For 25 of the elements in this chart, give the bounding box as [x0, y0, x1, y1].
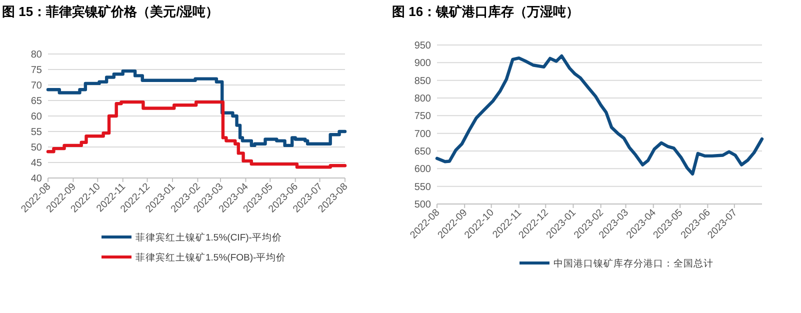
y-tick-label: 55 — [30, 127, 42, 138]
y-tick-label: 750 — [414, 111, 432, 122]
y-tick-label: 500 — [414, 200, 432, 210]
y-tick-label: 550 — [414, 182, 432, 193]
y-tick-label: 950 — [414, 40, 432, 52]
y-tick-label: 65 — [30, 96, 42, 107]
y-tick-label: 75 — [30, 65, 42, 76]
legend-label: 中国港口镍矿库存分港口：全国总计 — [554, 258, 714, 270]
y-tick-label: 80 — [30, 50, 42, 60]
chart-title: 图 16：镍矿港口库存（万湿吨） — [392, 4, 580, 19]
y-tick-label: 600 — [414, 164, 432, 176]
y-tick-label: 60 — [30, 112, 42, 122]
chart-title: 图 15：菲律宾镍矿价格（美元/湿吨） — [2, 4, 219, 19]
y-tick-label: 45 — [30, 158, 42, 169]
y-tick-label: 900 — [414, 58, 432, 70]
y-tick-label: 850 — [414, 76, 432, 87]
legend-label: 菲律宾红土镍矿1.5%(CIF)-平均价 — [136, 232, 282, 244]
y-tick-label: 700 — [414, 128, 432, 140]
y-tick-label: 50 — [30, 142, 42, 154]
y-tick-label: 800 — [414, 94, 432, 104]
y-tick-label: 650 — [414, 146, 432, 158]
line-series — [435, 54, 764, 176]
y-tick-label: 40 — [30, 174, 42, 184]
legend-label: 菲律宾红土镍矿1.5%(FOB)-平均价 — [136, 252, 286, 264]
y-tick-label: 70 — [30, 80, 42, 92]
